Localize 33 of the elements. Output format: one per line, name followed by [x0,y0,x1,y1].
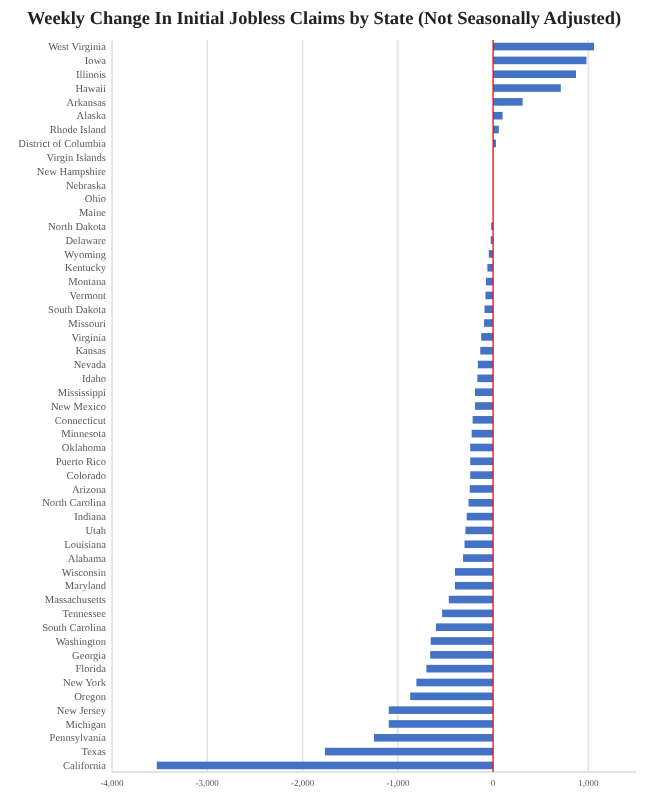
bar [426,664,494,673]
bar [416,678,494,687]
bar [469,485,494,493]
chart-title: Weekly Change In Initial Jobless Claims by State (Not Seasonally Adjusted) [26,8,622,30]
bar [493,56,587,65]
bar [463,554,494,562]
bar [474,402,494,410]
bar [468,498,494,507]
bar [435,623,494,631]
bar [493,84,561,92]
bar [465,526,494,535]
bar [374,733,494,742]
bar [493,70,576,79]
bar [442,609,494,618]
bar [324,747,494,756]
bar [454,581,494,590]
bar [493,42,595,51]
bar [470,471,494,479]
bar [454,568,494,576]
bar [472,416,494,424]
bar [430,651,494,659]
bar [156,761,494,770]
bar [388,706,494,714]
bar [470,457,494,466]
bar [480,346,494,355]
bar [410,692,494,701]
bar [493,98,523,106]
bar [484,319,494,327]
bar [481,333,494,341]
bar [388,720,494,728]
bar [464,540,494,549]
bar [474,388,494,396]
bar [430,637,494,645]
